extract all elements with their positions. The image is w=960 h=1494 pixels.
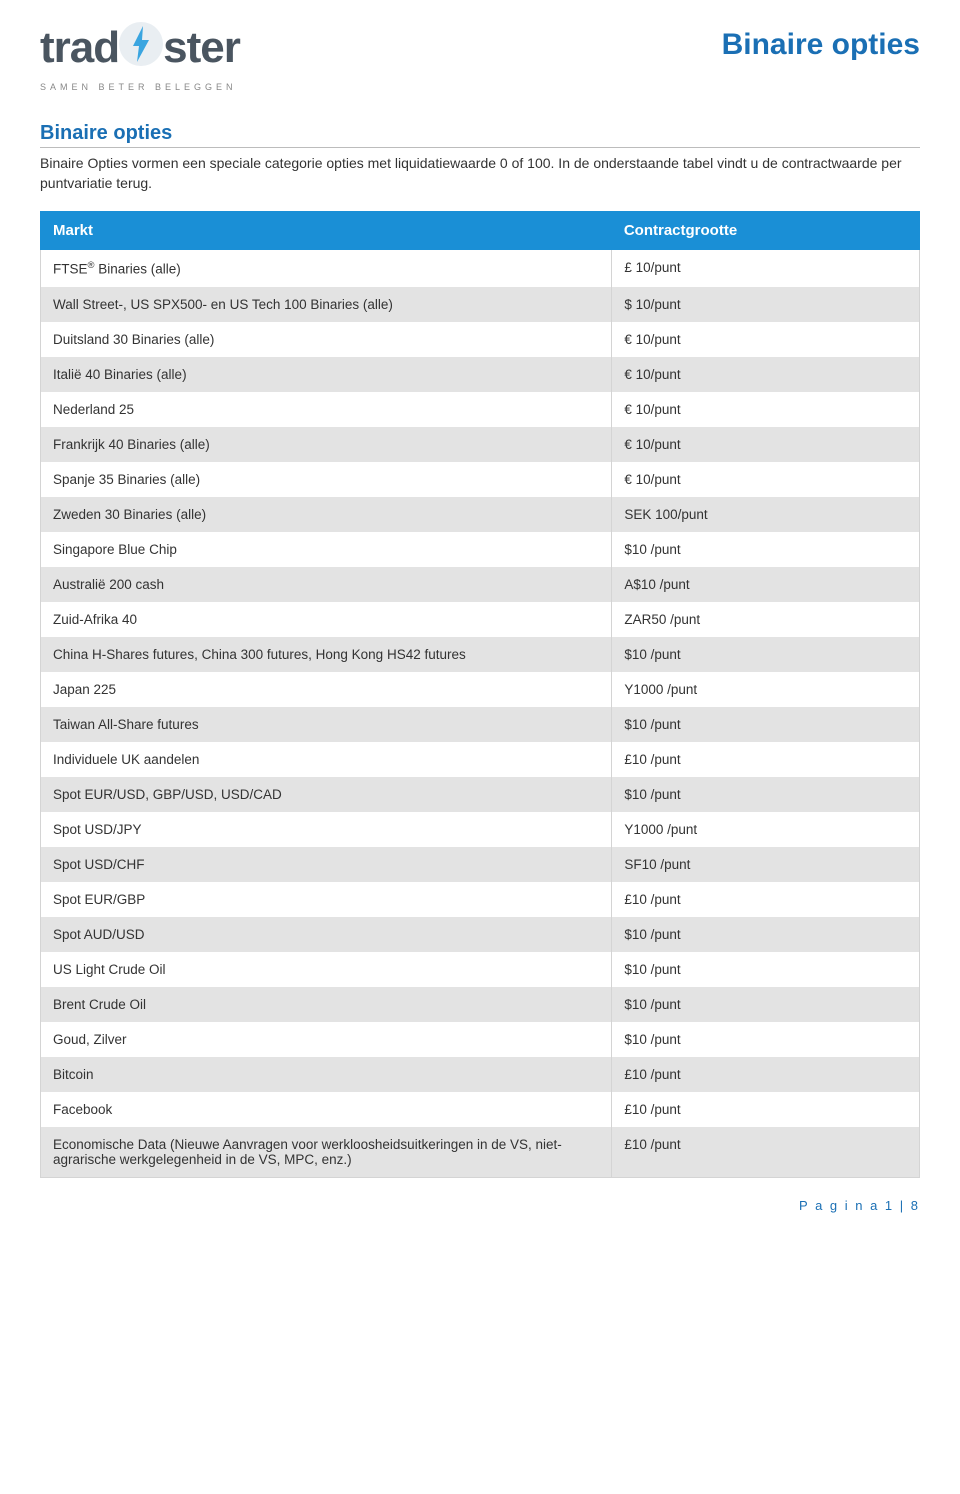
document-title: Binaire opties xyxy=(722,28,920,62)
table-row: Japan 225Y1000 /punt xyxy=(41,672,920,707)
cell-size: £10 /punt xyxy=(612,1092,920,1127)
table-row: FTSE® Binaries (alle)£ 10/punt xyxy=(41,250,920,287)
cell-size: £10 /punt xyxy=(612,1057,920,1092)
contract-table: Markt Contractgrootte FTSE® Binaries (al… xyxy=(40,211,920,1178)
table-row: Taiwan All-Share futures$10 /punt xyxy=(41,707,920,742)
logo-text-left: trad xyxy=(40,26,119,70)
cell-size: € 10/punt xyxy=(612,427,920,462)
cell-market: Zuid-Afrika 40 xyxy=(41,602,612,637)
table-row: Facebook£10 /punt xyxy=(41,1092,920,1127)
cell-size: $10 /punt xyxy=(612,987,920,1022)
cell-market: FTSE® Binaries (alle) xyxy=(41,250,612,287)
cell-size: $10 /punt xyxy=(612,637,920,672)
table-row: Individuele UK aandelen£10 /punt xyxy=(41,742,920,777)
cell-size: € 10/punt xyxy=(612,462,920,497)
cell-size: £ 10/punt xyxy=(612,250,920,287)
table-row: Wall Street-, US SPX500- en US Tech 100 … xyxy=(41,287,920,322)
table-row: Nederland 25€ 10/punt xyxy=(41,392,920,427)
page-footer: P a g i n a 1 | 8 xyxy=(40,1198,920,1213)
cell-size: € 10/punt xyxy=(612,392,920,427)
cell-size: SF10 /punt xyxy=(612,847,920,882)
logo: trad ster SAMEN BETER BELEGGEN xyxy=(40,20,240,92)
cell-market: Taiwan All-Share futures xyxy=(41,707,612,742)
table-row: Zweden 30 Binaries (alle)SEK 100/punt xyxy=(41,497,920,532)
cell-market: China H-Shares futures, China 300 future… xyxy=(41,637,612,672)
cell-market: Frankrijk 40 Binaries (alle) xyxy=(41,427,612,462)
cell-size: $10 /punt xyxy=(612,1022,920,1057)
table-row: Italië 40 Binaries (alle)€ 10/punt xyxy=(41,357,920,392)
cell-size: $ 10/punt xyxy=(612,287,920,322)
table-header-row: Markt Contractgrootte xyxy=(41,212,920,250)
cell-market: Spanje 35 Binaries (alle) xyxy=(41,462,612,497)
table-row: Brent Crude Oil$10 /punt xyxy=(41,987,920,1022)
table-row: Spot USD/CHFSF10 /punt xyxy=(41,847,920,882)
cell-market: Facebook xyxy=(41,1092,612,1127)
cell-size: € 10/punt xyxy=(612,322,920,357)
logo-text-right: ster xyxy=(163,26,240,70)
cell-market: US Light Crude Oil xyxy=(41,952,612,987)
table-row: China H-Shares futures, China 300 future… xyxy=(41,637,920,672)
table-row: Zuid-Afrika 40ZAR50 /punt xyxy=(41,602,920,637)
page-header: trad ster SAMEN BETER BELEGGEN Binaire o… xyxy=(40,20,920,92)
table-row: Spot EUR/GBP£10 /punt xyxy=(41,882,920,917)
table-row: Goud, Zilver$10 /punt xyxy=(41,1022,920,1057)
table-row: Spanje 35 Binaries (alle)€ 10/punt xyxy=(41,462,920,497)
cell-size: $10 /punt xyxy=(612,707,920,742)
table-row: Bitcoin£10 /punt xyxy=(41,1057,920,1092)
bolt-icon xyxy=(117,20,165,76)
cell-market: Nederland 25 xyxy=(41,392,612,427)
table-row: US Light Crude Oil$10 /punt xyxy=(41,952,920,987)
cell-size: $10 /punt xyxy=(612,952,920,987)
cell-size: £10 /punt xyxy=(612,882,920,917)
cell-market: Japan 225 xyxy=(41,672,612,707)
cell-market: Spot AUD/USD xyxy=(41,917,612,952)
cell-market: Spot USD/JPY xyxy=(41,812,612,847)
cell-market: Australië 200 cash xyxy=(41,567,612,602)
cell-market: Individuele UK aandelen xyxy=(41,742,612,777)
cell-market: Spot USD/CHF xyxy=(41,847,612,882)
cell-market: Economische Data (Nieuwe Aanvragen voor … xyxy=(41,1127,612,1178)
cell-size: ZAR50 /punt xyxy=(612,602,920,637)
cell-size: $10 /punt xyxy=(612,777,920,812)
logo-tagline: SAMEN BETER BELEGGEN xyxy=(40,82,240,92)
cell-market: Goud, Zilver xyxy=(41,1022,612,1057)
cell-size: Y1000 /punt xyxy=(612,812,920,847)
table-row: Australië 200 cashA$10 /punt xyxy=(41,567,920,602)
logo-text: trad ster xyxy=(40,20,240,76)
cell-size: SEK 100/punt xyxy=(612,497,920,532)
cell-market: Wall Street-, US SPX500- en US Tech 100 … xyxy=(41,287,612,322)
cell-market: Singapore Blue Chip xyxy=(41,532,612,567)
cell-market: Bitcoin xyxy=(41,1057,612,1092)
table-row: Singapore Blue Chip$10 /punt xyxy=(41,532,920,567)
section-heading: Binaire opties xyxy=(40,122,920,148)
cell-size: £10 /punt xyxy=(612,1127,920,1178)
col-header-size: Contractgrootte xyxy=(612,212,920,250)
cell-market: Italië 40 Binaries (alle) xyxy=(41,357,612,392)
cell-size: $10 /punt xyxy=(612,917,920,952)
table-row: Spot AUD/USD$10 /punt xyxy=(41,917,920,952)
cell-market: Spot EUR/USD, GBP/USD, USD/CAD xyxy=(41,777,612,812)
cell-size: $10 /punt xyxy=(612,532,920,567)
cell-market: Duitsland 30 Binaries (alle) xyxy=(41,322,612,357)
cell-size: A$10 /punt xyxy=(612,567,920,602)
cell-size: £10 /punt xyxy=(612,742,920,777)
intro-paragraph: Binaire Opties vormen een speciale categ… xyxy=(40,154,920,193)
table-row: Duitsland 30 Binaries (alle)€ 10/punt xyxy=(41,322,920,357)
cell-market: Spot EUR/GBP xyxy=(41,882,612,917)
table-row: Spot USD/JPYY1000 /punt xyxy=(41,812,920,847)
cell-size: € 10/punt xyxy=(612,357,920,392)
cell-market: Brent Crude Oil xyxy=(41,987,612,1022)
cell-market: Zweden 30 Binaries (alle) xyxy=(41,497,612,532)
table-row: Frankrijk 40 Binaries (alle)€ 10/punt xyxy=(41,427,920,462)
table-row: Spot EUR/USD, GBP/USD, USD/CAD$10 /punt xyxy=(41,777,920,812)
col-header-market: Markt xyxy=(41,212,612,250)
table-row: Economische Data (Nieuwe Aanvragen voor … xyxy=(41,1127,920,1178)
cell-size: Y1000 /punt xyxy=(612,672,920,707)
